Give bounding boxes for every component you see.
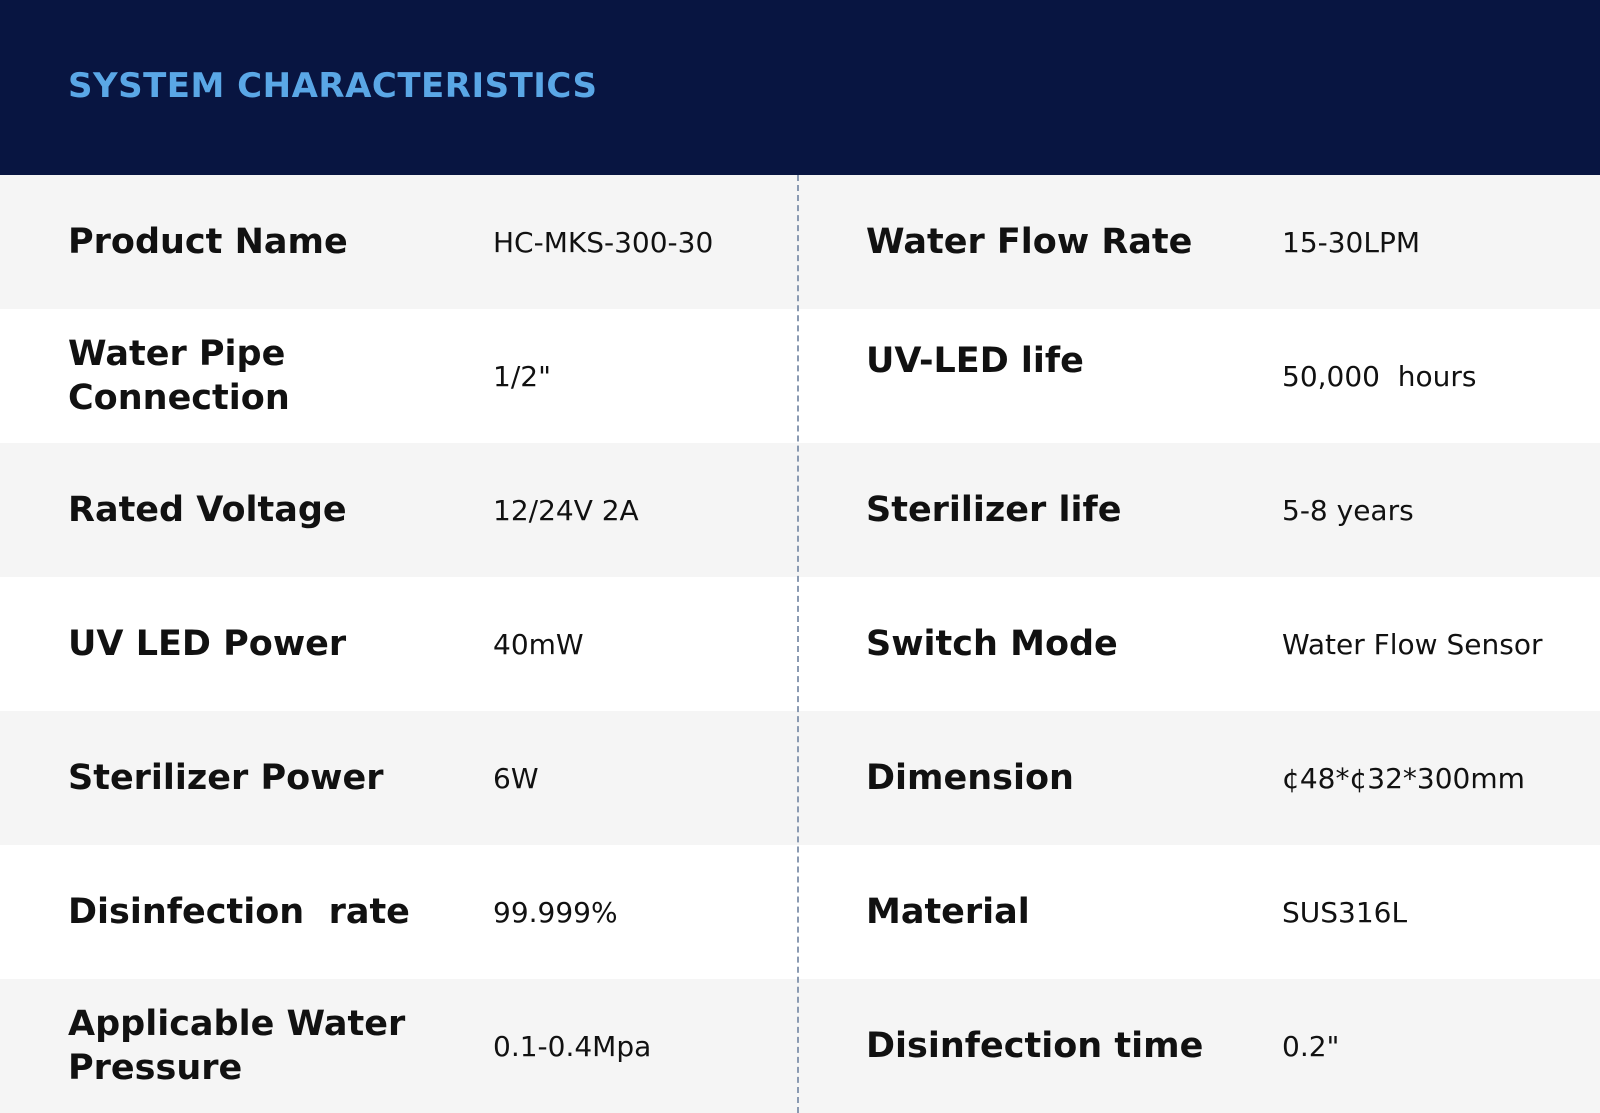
spec-value: 50,000 hours xyxy=(1282,359,1477,393)
spec-label: UV-LED life xyxy=(866,341,1084,381)
spec-label: Material xyxy=(866,892,1030,932)
spec-label: Water Flow Rate xyxy=(866,222,1193,262)
spec-value: 6W xyxy=(493,761,539,795)
spec-label: Dimension xyxy=(866,758,1074,798)
spec-label: Disinfection time xyxy=(866,1026,1204,1066)
spec-value: 12/24V 2A xyxy=(493,493,639,527)
page-title: SYSTEM CHARACTERISTICS xyxy=(68,66,598,106)
spec-row: Applicable Water Pressure 0.1-0.4Mpa Dis… xyxy=(0,979,1600,1113)
spec-value: 40mW xyxy=(493,627,584,661)
spec-label: Applicable Water Pressure xyxy=(68,1004,406,1088)
spec-value: 99.999% xyxy=(493,895,618,929)
spec-label: Rated Voltage xyxy=(68,490,347,530)
spec-row: Product Name HC-MKS-300-30 Water Flow Ra… xyxy=(0,175,1600,309)
header-banner: SYSTEM CHARACTERISTICS xyxy=(0,0,1600,175)
spec-value: 15-30LPM xyxy=(1282,225,1421,259)
spec-value: SUS316L xyxy=(1282,895,1408,929)
spec-value: 0.2" xyxy=(1282,1029,1340,1063)
spec-label: Sterilizer Power xyxy=(68,758,384,798)
column-divider xyxy=(797,175,799,1113)
spec-row: Disinfection rate 99.999% Material SUS31… xyxy=(0,845,1600,979)
spec-label: Switch Mode xyxy=(866,624,1118,664)
spec-label: Disinfection rate xyxy=(68,892,410,932)
spec-value: HC-MKS-300-30 xyxy=(493,225,714,259)
spec-value: 1/2" xyxy=(493,359,551,393)
spec-label: UV LED Power xyxy=(68,624,347,664)
spec-row: Sterilizer Power 6W Dimension ¢48*¢32*30… xyxy=(0,711,1600,845)
spec-row: UV LED Power 40mW Switch Mode Water Flow… xyxy=(0,577,1600,711)
spec-label: Water Pipe Connection xyxy=(68,334,290,418)
spec-value: 5-8 years xyxy=(1282,493,1414,527)
spec-value: 0.1-0.4Mpa xyxy=(493,1029,652,1063)
spec-label: Product Name xyxy=(68,222,348,262)
spec-value: ¢48*¢32*300mm xyxy=(1282,761,1525,795)
spec-value: Water Flow Sensor xyxy=(1282,627,1543,661)
spec-row: Water Pipe Connection 1/2" UV-LED life 5… xyxy=(0,309,1600,443)
spec-label: Sterilizer life xyxy=(866,490,1122,530)
spec-table: Product Name HC-MKS-300-30 Water Flow Ra… xyxy=(0,175,1600,1113)
spec-row: Rated Voltage 12/24V 2A Sterilizer life … xyxy=(0,443,1600,577)
